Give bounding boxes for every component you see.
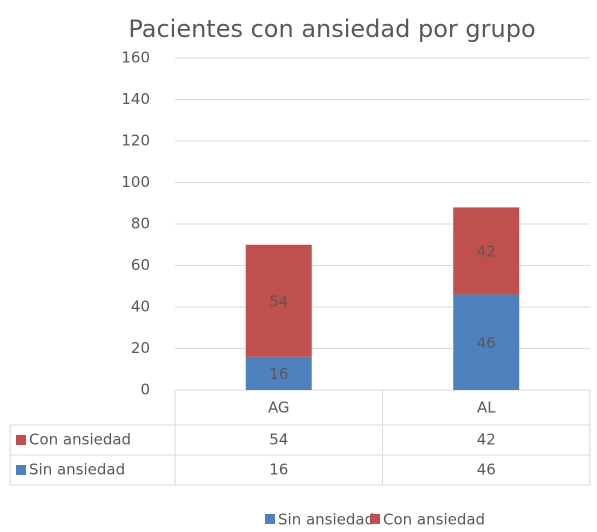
- bar-segment: [453, 207, 520, 295]
- legend-label: Con ansiedad: [383, 511, 485, 529]
- table-cell: 42: [477, 431, 496, 449]
- data-label: 46: [477, 334, 496, 352]
- y-tick-label: 80: [131, 215, 150, 233]
- table-row-label: Sin ansiedad: [29, 461, 125, 479]
- table-legend-key: [16, 465, 26, 475]
- y-tick-label: 0: [140, 381, 150, 399]
- bar-segment: [453, 294, 520, 390]
- table-cell: 46: [477, 461, 496, 479]
- bar-segment: [245, 244, 312, 357]
- data-label: 16: [269, 365, 288, 383]
- chart-title: Pacientes con ansiedad por grupo: [128, 15, 535, 43]
- legend-label: Sin ansiedad: [278, 511, 374, 529]
- table-cell: 16: [269, 461, 288, 479]
- x-tick-label: AG: [268, 399, 290, 417]
- y-tick-label: 100: [121, 173, 150, 191]
- x-tick-label: AL: [477, 399, 496, 417]
- bar-segment: [245, 356, 312, 390]
- y-tick-label: 40: [131, 298, 150, 316]
- table-row-label: Con ansiedad: [29, 431, 131, 449]
- data-label: 54: [269, 292, 288, 310]
- y-tick-label: 60: [131, 256, 150, 274]
- y-tick-label: 120: [121, 132, 150, 150]
- y-tick-label: 20: [131, 339, 150, 357]
- y-tick-label: 160: [121, 49, 150, 67]
- table-legend-key: [16, 435, 26, 445]
- data-label: 42: [477, 242, 496, 260]
- y-tick-label: 140: [121, 90, 150, 108]
- table-cell: 54: [269, 431, 288, 449]
- legend-key: [370, 514, 380, 524]
- legend-key: [265, 514, 275, 524]
